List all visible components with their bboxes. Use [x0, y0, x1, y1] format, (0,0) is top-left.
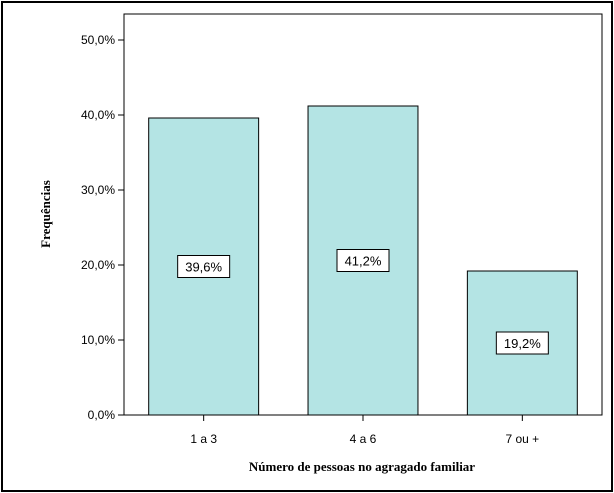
data-label: 39,6%	[185, 260, 222, 275]
y-tick-label: 30,0%	[81, 183, 115, 197]
y-tick-label: 40,0%	[81, 108, 115, 122]
x-axis-title: Número de pessoas no agragado familiar	[249, 459, 475, 474]
y-tick-label: 10,0%	[81, 333, 115, 347]
data-label-box	[177, 255, 231, 278]
data-label: 19,2%	[504, 336, 541, 351]
x-tick-label: 4 a 6	[350, 432, 377, 446]
y-tick-label: 20,0%	[81, 258, 115, 272]
data-label-box	[336, 249, 390, 272]
x-tick-label: 1 a 3	[190, 432, 217, 446]
bars-group: 39,6% 41,2% 19,2%	[148, 105, 578, 416]
x-tick-label: 7 ou +	[505, 432, 539, 446]
y-axis-title: Frequências	[38, 180, 53, 248]
data-label-box	[495, 331, 549, 355]
y-tick-label: 50,0%	[81, 33, 115, 47]
data-label: 41,2%	[345, 254, 382, 269]
x-axis: 1 a 3 4 a 6 7 ou +	[190, 415, 539, 446]
y-axis: 0,0% 10,0% 20,0% 30,0% 40,0% 50,0%	[81, 33, 124, 422]
y-tick-label: 0,0%	[88, 408, 116, 422]
